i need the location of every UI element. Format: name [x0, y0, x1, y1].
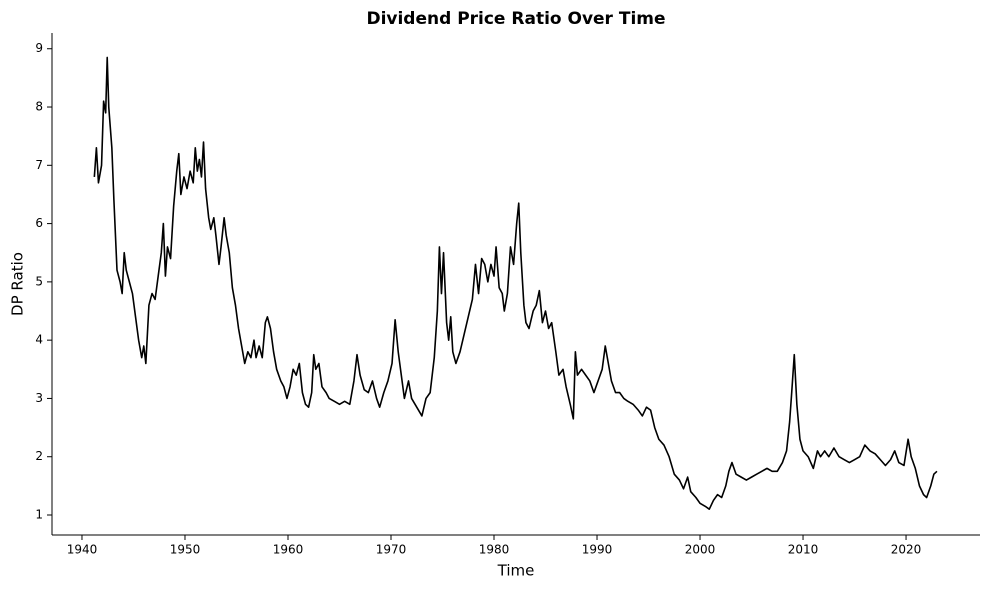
- x-tick-label: 1970: [376, 543, 407, 557]
- x-tick-label: 1960: [273, 543, 304, 557]
- x-tick-label: 1990: [582, 543, 613, 557]
- x-tick-label: 1980: [479, 543, 510, 557]
- y-tick-label: 6: [35, 216, 43, 230]
- y-axis-label: DP Ratio: [9, 252, 27, 316]
- x-tick-label: 2000: [685, 543, 716, 557]
- x-tick-label: 2020: [891, 543, 922, 557]
- data-line: [93, 56, 938, 510]
- y-tick-label: 7: [35, 158, 43, 172]
- y-tick-label: 2: [35, 449, 43, 463]
- y-tick-label: 5: [35, 274, 43, 288]
- chart-title: Dividend Price Ratio Over Time: [366, 9, 665, 29]
- x-tick-label: 1950: [170, 543, 201, 557]
- x-axis-label: Time: [497, 562, 535, 580]
- x-tick-label: 1940: [67, 543, 98, 557]
- x-tick-label: 2010: [788, 543, 819, 557]
- y-tick-label: 3: [35, 391, 43, 405]
- y-tick-label: 1: [35, 508, 43, 522]
- y-tick-label: 8: [35, 100, 43, 114]
- y-tick-label: 4: [35, 333, 43, 347]
- y-tick-label: 9: [35, 41, 43, 55]
